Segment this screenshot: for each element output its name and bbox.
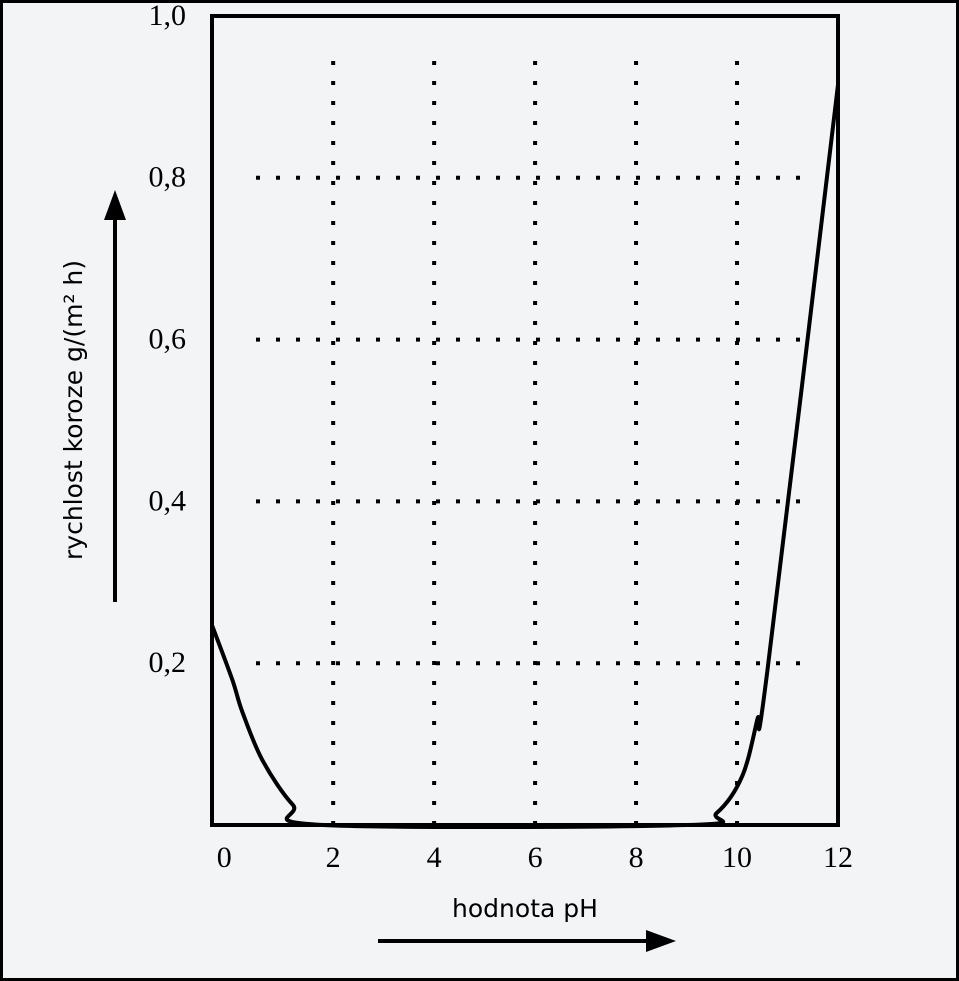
x-tick-label: 12 xyxy=(823,841,853,874)
y-tick-label: 0,6 xyxy=(149,322,187,355)
y-tick-label: 1,0 xyxy=(149,0,187,32)
data-line xyxy=(210,84,840,830)
y-tick-label: 0,2 xyxy=(149,646,187,679)
x-tick-label: 8 xyxy=(629,841,644,874)
x-axis-label: hodnota pH xyxy=(452,894,598,923)
x-tick-label: 0 xyxy=(217,841,232,874)
y-tick-label: 0,4 xyxy=(149,484,187,517)
x-tick-label: 10 xyxy=(722,841,752,874)
x-tick-label: 4 xyxy=(427,841,442,874)
y-axis-label: rychlost koroze g/(m² h) xyxy=(59,260,88,560)
x-tick-label: 2 xyxy=(326,841,341,874)
x-tick-label: 6 xyxy=(528,841,543,874)
grid xyxy=(256,61,812,825)
y-arrow-head xyxy=(104,190,126,220)
x-arrow-head xyxy=(646,930,676,952)
y-tick-label: 0,8 xyxy=(149,161,187,194)
